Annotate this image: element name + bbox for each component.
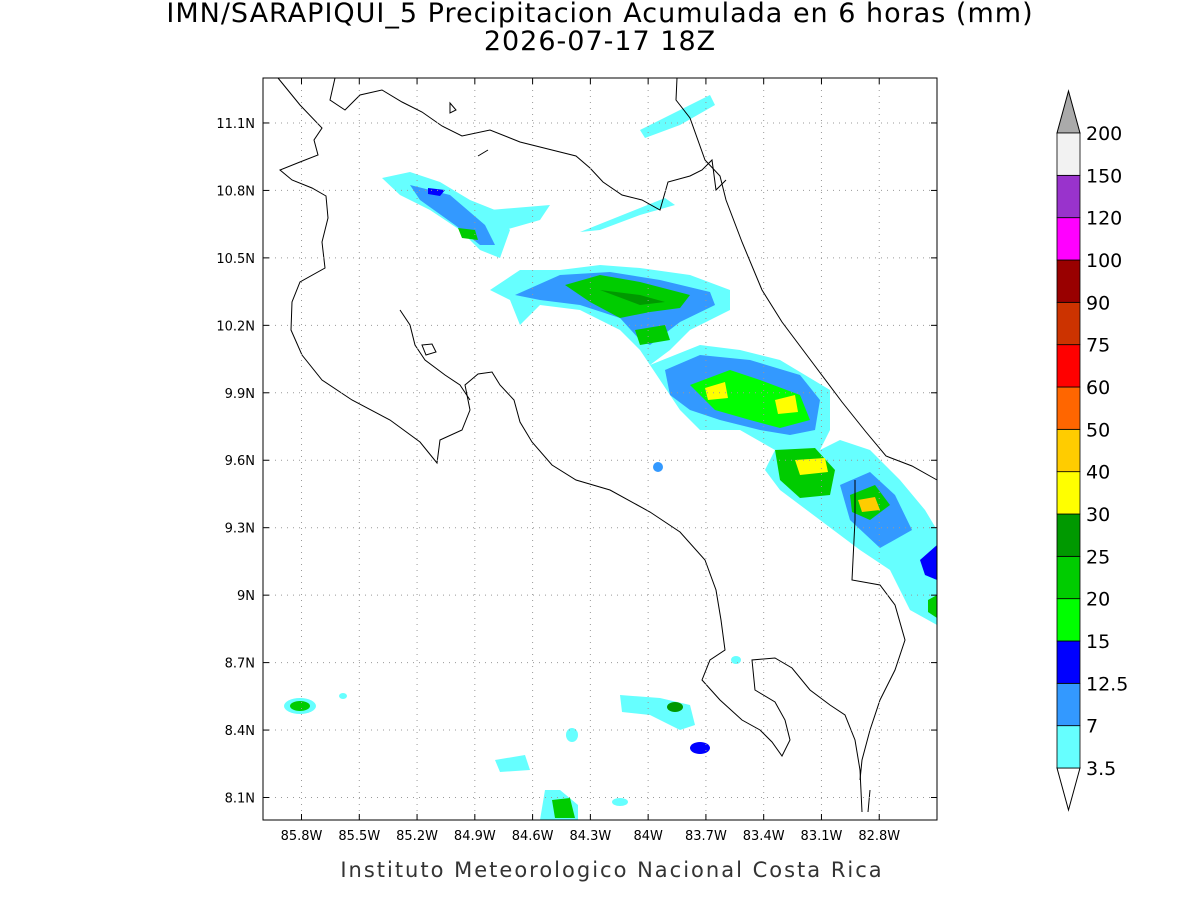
x-tick-label: 83.1W [801, 829, 843, 844]
colorbar-label: 20 [1086, 589, 1110, 611]
credit: Instituto Meteorologico Nacional Costa R… [340, 858, 883, 882]
precip-field [284, 95, 937, 820]
colorbar-label: 100 [1086, 250, 1122, 272]
colorbar-segment [1056, 217, 1081, 261]
y-tick-label: 9.3N [225, 522, 255, 537]
x-tick-label: 85.8W [281, 829, 323, 844]
colorbar-label: 50 [1086, 419, 1110, 441]
y-tick-label: 10.5N [216, 252, 255, 267]
x-tick-label: 82.8W [858, 829, 900, 844]
y-tick-label: 9N [237, 589, 255, 604]
colorbar-segment [1056, 513, 1081, 557]
colorbar-label: 120 [1086, 208, 1122, 230]
y-tick-label: 8.7N [225, 657, 255, 672]
colorbar-label: 60 [1086, 377, 1110, 399]
colorbar-segment [1056, 682, 1081, 727]
colorbar-over [1056, 89, 1081, 134]
plot-area [277, 77, 938, 820]
colorbar-label: 25 [1086, 546, 1110, 568]
colorbar-label: 15 [1086, 631, 1110, 653]
y-tick-label: 11.1N [216, 117, 255, 132]
colorbar-segment [1056, 598, 1081, 642]
colorbar-label: 150 [1086, 165, 1122, 187]
colorbar-label: 40 [1086, 462, 1110, 484]
colorbar-segment [1056, 471, 1081, 515]
y-tick-label: 8.1N [225, 792, 255, 807]
plot-frame [262, 77, 938, 821]
colorbar-under [1056, 767, 1081, 812]
colorbar-segment [1056, 344, 1081, 388]
colorbar-segment [1056, 132, 1081, 176]
colorbar-segment [1056, 174, 1081, 219]
colorbar-segment [1056, 640, 1081, 684]
colorbar-segment [1056, 428, 1081, 473]
x-tick-label: 85.5W [338, 829, 380, 844]
colorbar-label: 200 [1086, 123, 1122, 145]
x-tick-label: 85.2W [396, 829, 438, 844]
title: IMN/SARAPIQUI_5 Precipitacion Acumulada … [166, 0, 1033, 29]
x-tick-label: 83.4W [743, 829, 785, 844]
colorbar-label: 75 [1086, 335, 1110, 357]
x-tick-label: 84.9W [454, 829, 496, 844]
y-tick-label: 9.6N [225, 454, 255, 469]
coastlines [277, 77, 938, 813]
x-tick-label: 84.6W [512, 829, 554, 844]
colorbar-label: 30 [1086, 504, 1110, 526]
y-tick-label: 8.4N [225, 724, 255, 739]
subtitle: 2026-07-17 18Z [484, 26, 716, 57]
colorbar-segment [1056, 259, 1081, 303]
colorbar-label: 12.5 [1086, 673, 1128, 695]
colorbar-segment [1056, 725, 1081, 769]
y-tick-label: 9.9N [225, 387, 255, 402]
x-tick-label: 83.7W [685, 829, 727, 844]
x-tick-label: 84.3W [569, 829, 611, 844]
y-tick-label: 10.8N [216, 184, 255, 199]
colorbar-label: 7 [1086, 716, 1098, 738]
colorbar-label: 3.5 [1086, 758, 1116, 780]
colorbar-segment [1056, 301, 1081, 346]
y-tick-label: 10.2N [216, 319, 255, 334]
colorbar-label: 90 [1086, 292, 1110, 314]
colorbar-segment [1056, 555, 1081, 600]
x-tick-label: 84W [633, 829, 663, 844]
colorbar-segment [1056, 386, 1081, 430]
